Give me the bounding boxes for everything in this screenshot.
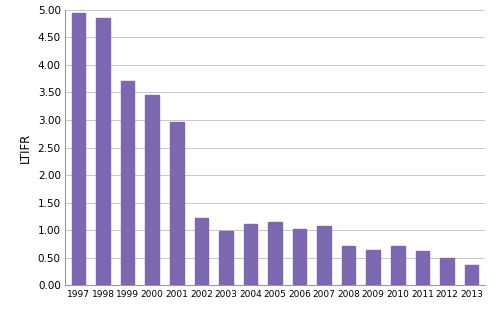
Bar [342,246,355,285]
Bar [391,246,404,285]
Bar [268,222,282,285]
Bar [416,251,429,285]
Bar [96,18,110,285]
Bar [146,95,159,285]
Bar [219,231,232,285]
Bar [366,250,380,285]
Bar [318,226,331,285]
Bar [72,12,86,285]
Bar [121,81,134,285]
Bar [464,265,478,285]
Y-axis label: LTIFR: LTIFR [19,133,32,163]
Bar [244,224,257,285]
Bar [194,217,208,285]
Bar [170,122,183,285]
Bar [440,258,454,285]
Bar [293,229,306,285]
